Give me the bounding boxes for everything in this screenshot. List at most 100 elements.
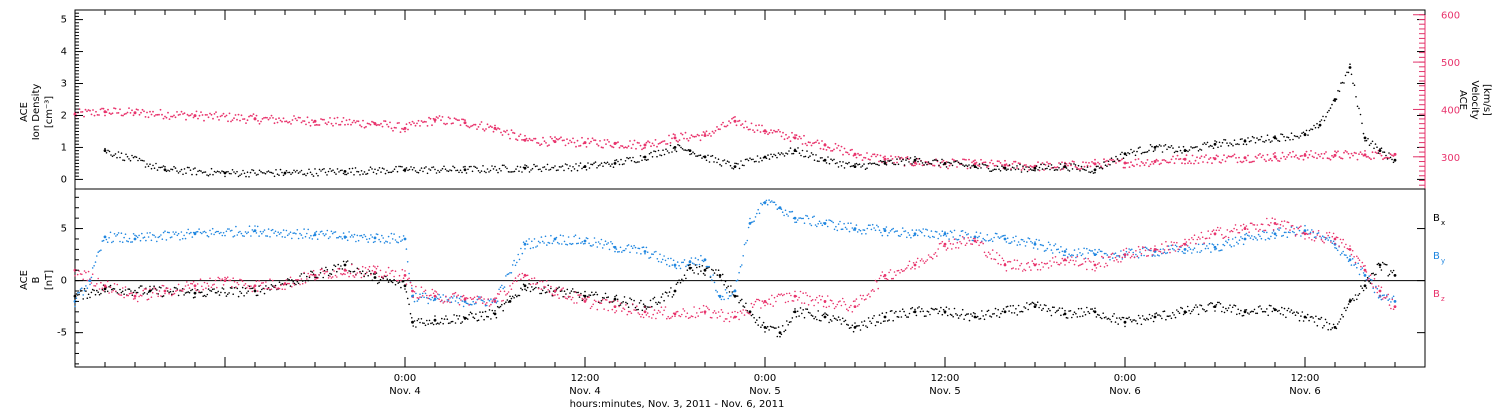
data-point xyxy=(773,201,776,204)
data-point xyxy=(921,308,923,310)
data-point xyxy=(1005,306,1008,308)
data-point xyxy=(263,117,265,119)
data-point xyxy=(525,240,528,242)
data-point xyxy=(1183,248,1187,251)
data-point xyxy=(270,229,273,232)
data-point xyxy=(1353,264,1355,266)
data-point xyxy=(94,261,97,263)
data-point xyxy=(198,169,201,172)
data-point xyxy=(602,165,604,167)
data-point xyxy=(407,128,409,131)
data-point xyxy=(1160,162,1162,165)
data-point xyxy=(362,119,364,122)
data-point xyxy=(393,233,395,235)
data-point xyxy=(206,174,208,176)
data-point xyxy=(734,295,736,297)
data-point xyxy=(1291,224,1294,227)
data-point xyxy=(761,300,764,303)
data-point xyxy=(821,140,823,142)
data-point xyxy=(319,231,322,233)
data-point xyxy=(582,294,585,297)
data-point xyxy=(403,284,407,288)
data-point xyxy=(667,295,669,297)
data-point xyxy=(961,308,964,311)
data-point xyxy=(1079,170,1081,172)
data-point xyxy=(608,141,610,143)
data-point xyxy=(342,260,345,263)
data-point xyxy=(503,164,505,167)
data-point xyxy=(986,310,989,313)
data-point xyxy=(862,324,864,327)
data-point xyxy=(242,169,244,172)
data-point xyxy=(1086,306,1088,309)
data-point xyxy=(239,174,241,177)
data-point xyxy=(558,137,561,140)
data-point xyxy=(758,161,760,163)
data-point xyxy=(476,295,479,298)
data-point xyxy=(1206,161,1209,164)
data-point xyxy=(405,123,408,126)
data-point xyxy=(524,164,526,166)
data-point xyxy=(801,217,803,220)
data-point xyxy=(325,266,327,269)
data-point xyxy=(971,239,974,242)
data-point xyxy=(422,121,424,124)
data-point xyxy=(79,288,82,291)
data-point xyxy=(694,257,697,259)
data-point xyxy=(368,122,370,125)
data-point xyxy=(842,161,844,163)
data-point xyxy=(623,296,626,298)
data-point xyxy=(854,163,856,165)
data-point xyxy=(734,116,736,118)
data-point xyxy=(188,291,191,294)
data-point xyxy=(692,135,694,138)
data-point xyxy=(177,114,180,116)
data-point xyxy=(262,231,265,233)
data-point xyxy=(229,230,232,232)
data-point xyxy=(1209,157,1212,159)
data-point xyxy=(449,301,451,304)
data-point xyxy=(973,239,977,243)
data-point xyxy=(1077,168,1080,171)
data-point xyxy=(1068,261,1070,264)
data-point xyxy=(1081,253,1084,255)
data-point xyxy=(130,241,132,243)
data-point xyxy=(1031,169,1033,171)
data-point xyxy=(1190,162,1192,165)
data-point xyxy=(1351,249,1354,252)
ylabel-right-line1: ACE xyxy=(1457,90,1468,110)
data-point xyxy=(976,236,979,239)
data-point xyxy=(191,173,193,176)
data-point xyxy=(1279,223,1282,226)
data-point xyxy=(873,162,876,165)
data-point xyxy=(1362,289,1365,292)
data-point xyxy=(385,275,387,278)
data-point xyxy=(241,280,244,283)
data-point xyxy=(93,285,95,287)
data-point xyxy=(546,291,548,293)
data-point xyxy=(578,237,581,240)
data-point xyxy=(657,301,660,304)
data-point xyxy=(1123,253,1127,256)
data-point xyxy=(1079,315,1081,318)
data-point xyxy=(1011,241,1013,243)
data-point xyxy=(272,117,274,119)
data-point xyxy=(943,310,947,314)
data-point xyxy=(1134,154,1137,157)
data-point xyxy=(219,115,222,118)
data-point xyxy=(1226,142,1228,144)
data-point xyxy=(959,234,961,237)
data-point xyxy=(169,288,172,291)
data-point xyxy=(831,320,833,322)
data-point xyxy=(285,229,288,232)
data-point xyxy=(551,137,553,140)
data-point xyxy=(1106,318,1109,320)
data-point xyxy=(1285,231,1287,234)
data-point xyxy=(1143,254,1145,257)
data-point xyxy=(117,232,120,234)
data-point xyxy=(885,277,888,280)
data-point xyxy=(156,240,158,243)
data-point xyxy=(1197,162,1200,165)
data-point xyxy=(966,313,968,316)
data-point xyxy=(150,296,153,299)
